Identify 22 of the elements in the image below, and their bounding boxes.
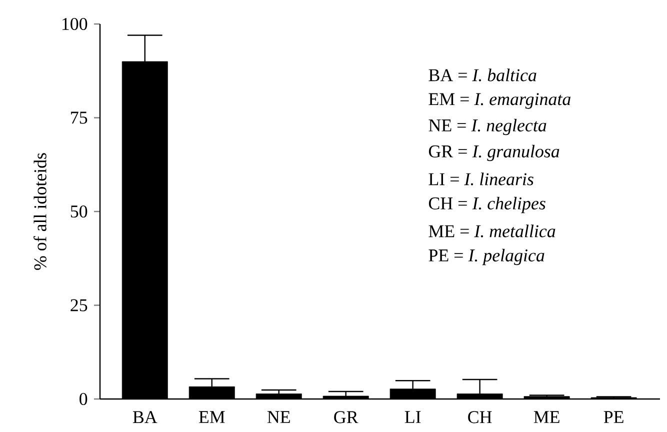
y-tick-label: 100: [62, 18, 88, 30]
annotation: NE = I. neglecta: [428, 118, 546, 136]
annotation: CH = I. chelipes: [428, 196, 546, 214]
annotation: PE = I. pelagica: [428, 248, 544, 266]
x-tick-label: NE: [267, 411, 290, 423]
y-tick-label: 0: [80, 392, 88, 406]
y-tick-label: 50: [70, 205, 88, 218]
annotation: BA = I. baltica: [428, 68, 536, 82]
annotation: ME = I. metallica: [428, 224, 556, 238]
x-tick-label: CH: [468, 411, 492, 424]
annotation: LI = I. linearis: [428, 172, 534, 186]
y-axis-title: % of all idoteids: [34, 153, 46, 270]
y-tick-label: 75: [71, 112, 88, 124]
x-tick-label: GR: [334, 411, 358, 424]
annotation: GR = I. granulosa: [428, 144, 560, 162]
y-tick-label: 25: [70, 299, 88, 312]
x-tick-label: BA: [132, 411, 158, 424]
x-tick-label: EM: [198, 411, 225, 423]
x-tick-label: LI: [404, 411, 421, 423]
x-tick-label: PE: [604, 411, 624, 423]
annotation: EM = I. emarginata: [428, 93, 570, 109]
x-tick-label: ME: [534, 411, 560, 423]
